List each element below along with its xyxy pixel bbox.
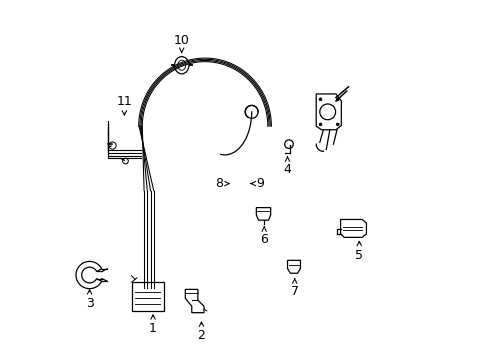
Text: 3: 3 bbox=[85, 290, 93, 310]
Circle shape bbox=[336, 98, 339, 101]
Text: 5: 5 bbox=[354, 241, 363, 262]
Circle shape bbox=[319, 123, 321, 126]
Text: 11: 11 bbox=[116, 95, 132, 115]
Text: 1: 1 bbox=[149, 315, 157, 335]
Text: 2: 2 bbox=[197, 322, 205, 342]
Text: 8: 8 bbox=[215, 177, 229, 190]
Circle shape bbox=[319, 98, 321, 101]
Text: 4: 4 bbox=[283, 157, 291, 176]
Text: 6: 6 bbox=[260, 227, 267, 246]
Text: 10: 10 bbox=[173, 33, 189, 53]
Circle shape bbox=[336, 123, 339, 126]
Text: 7: 7 bbox=[290, 279, 298, 298]
Text: 9: 9 bbox=[250, 177, 264, 190]
